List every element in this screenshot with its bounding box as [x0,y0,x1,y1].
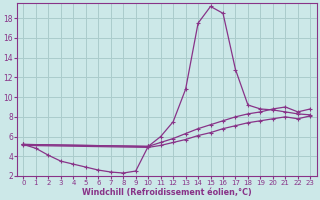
X-axis label: Windchill (Refroidissement éolien,°C): Windchill (Refroidissement éolien,°C) [82,188,252,197]
